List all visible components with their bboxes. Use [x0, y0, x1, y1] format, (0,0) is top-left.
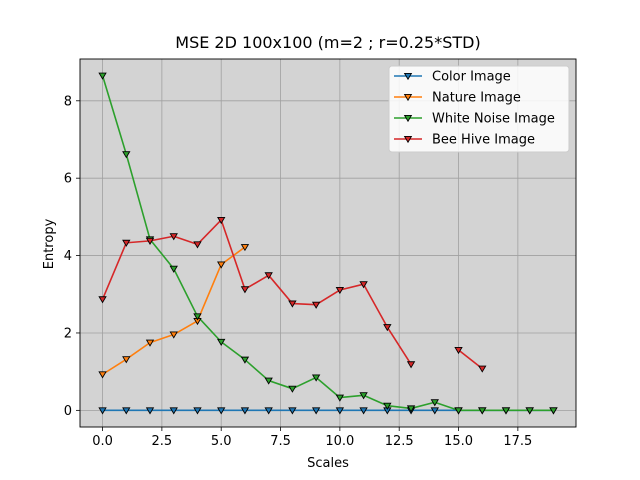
x-tick-label: 12.5: [385, 434, 414, 449]
data-point-0: [430, 407, 439, 415]
series-line-2: [101, 75, 554, 412]
data-point-0: [311, 407, 321, 415]
legend-marker-2: [403, 115, 413, 123]
data-point-3: [311, 301, 321, 309]
y-tick-label: 8: [64, 94, 72, 109]
x-tick-label: 0.0: [92, 434, 113, 449]
data-point-2: [406, 405, 416, 413]
legend-label-1: Nature Image: [432, 91, 521, 106]
data-point-3: [454, 346, 463, 355]
legend: Color Image Nature Image White Noise Image…: [388, 65, 570, 153]
data-point-2: [217, 338, 226, 346]
data-point-1: [240, 244, 250, 252]
legend-label-0: Color Image: [432, 70, 511, 85]
data-point-2: [264, 377, 273, 385]
data-point-3: [240, 286, 250, 294]
data-point-0: [359, 407, 368, 415]
data-point-0: [169, 407, 178, 415]
data-point-0: [145, 407, 155, 415]
data-point-2: [383, 402, 392, 410]
y-axis-label: Entropy: [42, 218, 57, 269]
data-point-0: [193, 407, 202, 415]
data-point-3: [169, 233, 178, 241]
data-point-0: [217, 407, 226, 415]
data-point-2: [525, 407, 534, 415]
data-point-0: [288, 407, 297, 415]
legend-label-2: White Noise Image: [432, 112, 555, 127]
data-point-3: [335, 287, 345, 295]
chart-title: MSE 2D 100x100 (m=2 ; r=0.25*STD): [175, 33, 480, 52]
data-point-3: [264, 272, 273, 280]
x-tick-label: 10.0: [325, 434, 354, 449]
data-point-1: [169, 331, 178, 339]
data-point-3: [145, 237, 155, 245]
data-point-0: [98, 407, 107, 415]
data-point-2: [454, 407, 463, 415]
data-point-1: [122, 356, 131, 364]
data-point-2: [193, 313, 202, 321]
data-point-0: [264, 407, 273, 415]
data-point-3: [478, 365, 487, 373]
y-tick-label: 6: [64, 172, 72, 187]
data-point-0: [240, 407, 250, 415]
legend-marker-1: [403, 94, 413, 102]
x-tick-label: 5.0: [211, 434, 232, 449]
data-point-3: [217, 216, 226, 225]
data-point-3: [383, 324, 392, 332]
x-tick-label: 7.5: [270, 434, 291, 449]
y-tick-label: 0: [64, 404, 72, 419]
legend-box: [388, 65, 570, 153]
data-point-2: [122, 151, 131, 159]
data-point-2: [501, 407, 511, 415]
y-tick-label: 2: [64, 326, 72, 341]
data-point-3: [359, 281, 368, 289]
data-point-2: [549, 407, 558, 415]
data-point-2: [169, 265, 178, 273]
data-point-2: [359, 392, 368, 400]
legend-marker-0: [403, 73, 413, 81]
data-point-2: [335, 394, 345, 402]
legend-marker-3: [403, 136, 413, 144]
data-point-1: [217, 261, 226, 269]
data-point-2: [478, 407, 487, 415]
data-point-2: [98, 72, 107, 80]
legend-label-3: Bee Hive Image: [432, 133, 535, 148]
series-line-3: [101, 219, 483, 370]
data-point-2: [288, 385, 297, 393]
data-point-2: [430, 399, 439, 407]
data-point-1: [145, 339, 155, 347]
data-point-3: [406, 361, 416, 369]
x-tick-label: 15.0: [444, 434, 473, 449]
y-tick-label: 4: [64, 249, 72, 264]
data-point-1: [98, 371, 107, 379]
data-point-2: [311, 374, 321, 382]
data-point-3: [122, 239, 131, 247]
x-axis-label: Scales: [307, 456, 349, 471]
x-tick-label: 17.5: [503, 434, 532, 449]
data-point-2: [240, 356, 250, 364]
data-point-3: [288, 300, 297, 308]
x-tick-label: 2.5: [152, 434, 173, 449]
data-point-3: [193, 241, 202, 249]
plot-frame: [79, 58, 577, 428]
data-point-3: [98, 296, 107, 304]
data-point-0: [335, 407, 345, 415]
data-point-0: [122, 407, 131, 415]
